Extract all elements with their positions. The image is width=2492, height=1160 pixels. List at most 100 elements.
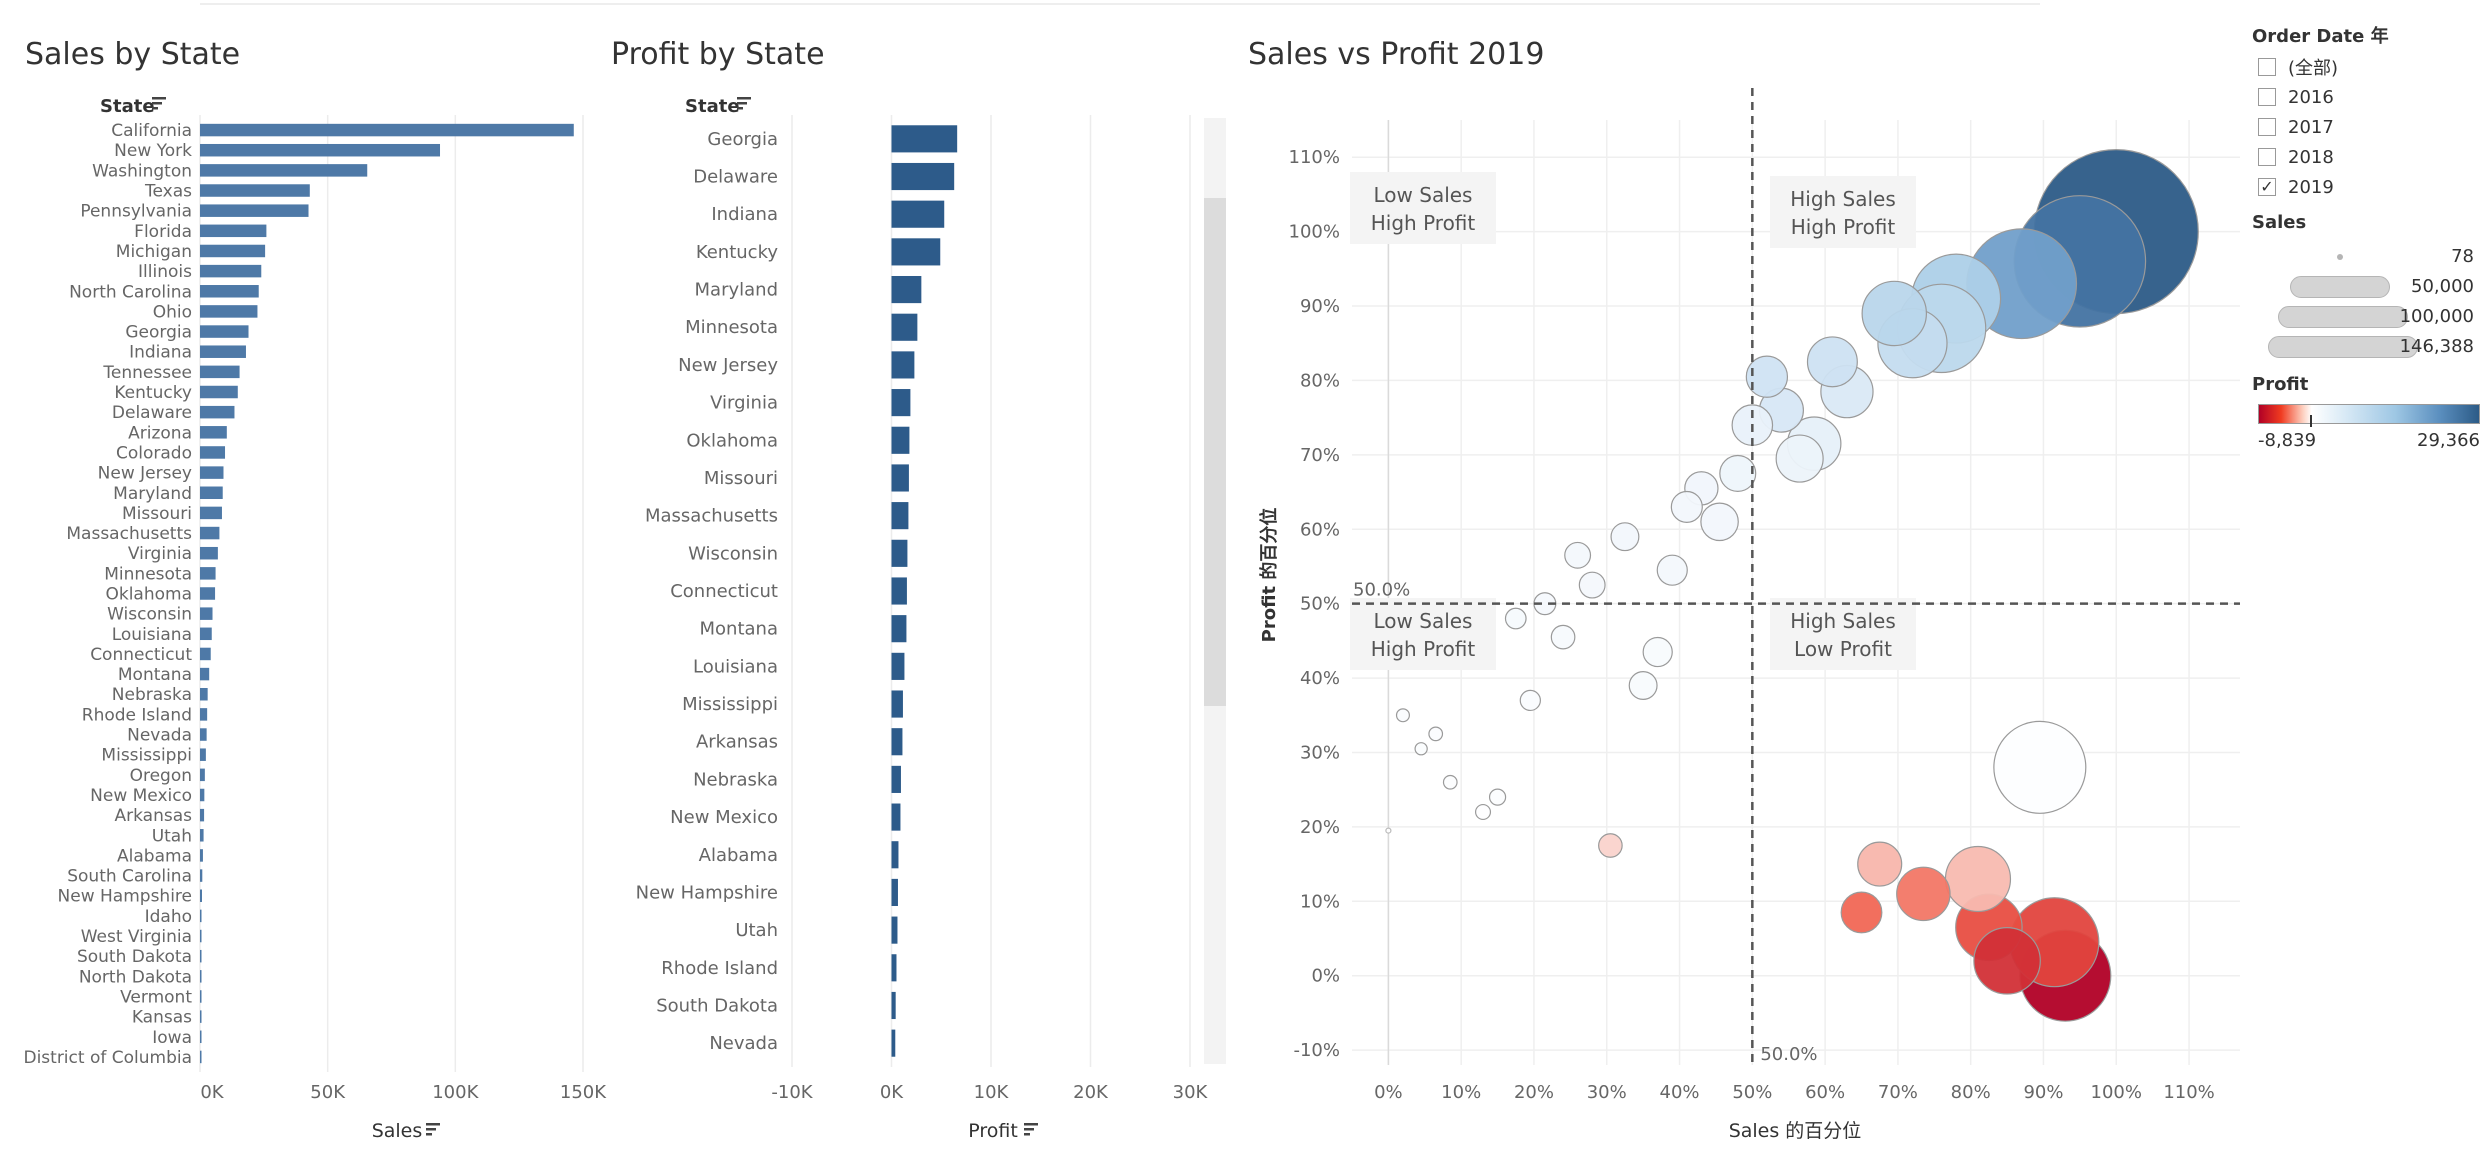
bar <box>891 200 945 228</box>
year-filter-label: 2019 <box>2288 176 2334 198</box>
category-label: Delaware <box>112 403 192 423</box>
checkbox-icon[interactable] <box>2258 148 2276 166</box>
bar <box>891 313 918 341</box>
sort-icon-bar <box>1024 1133 1030 1136</box>
bar <box>200 849 203 862</box>
order-date-filter: (全部) 2016 2017 2018 ✓ 2019 <box>2248 52 2488 202</box>
zero-marker <box>2310 415 2312 427</box>
bubble <box>1973 927 2041 995</box>
category-label: Alabama <box>117 846 192 866</box>
sort-icon[interactable] <box>152 97 166 110</box>
category-label: Indiana <box>711 204 778 225</box>
bar <box>891 125 958 153</box>
bar <box>200 224 267 238</box>
x-tick-label: -10K <box>771 1082 813 1103</box>
bubble <box>1488 788 1507 806</box>
category-label: Arizona <box>128 423 192 443</box>
bar <box>200 889 202 902</box>
bar <box>200 385 238 399</box>
year-filter-option[interactable]: ✓ 2019 <box>2258 172 2488 202</box>
x-tick-label: 0K <box>200 1082 224 1103</box>
category-label: North Dakota <box>79 967 192 987</box>
bar <box>200 1050 202 1064</box>
bar <box>200 829 204 842</box>
category-label: Nevada <box>709 1033 778 1054</box>
checkbox-icon[interactable] <box>2258 58 2276 76</box>
sort-icon[interactable] <box>1024 1123 1038 1136</box>
year-filter-option[interactable]: (全部) <box>2258 52 2488 82</box>
sort-icon-bar <box>152 107 158 110</box>
bubble <box>1474 803 1492 821</box>
year-filter-label: 2017 <box>2288 116 2334 138</box>
sort-icon-bar <box>152 102 162 105</box>
category-label: New York <box>114 141 192 161</box>
bar <box>200 869 203 882</box>
bar <box>200 506 222 520</box>
bubble <box>1840 891 1883 934</box>
checkbox-checked-icon[interactable]: ✓ <box>2258 178 2276 196</box>
y-tick-label: 80% <box>1300 370 1340 391</box>
bar <box>200 244 266 258</box>
checkbox-icon[interactable] <box>2258 88 2276 106</box>
bubble <box>1385 827 1392 834</box>
x-tick-label: 20% <box>1514 1082 1554 1103</box>
y-tick-label: 10% <box>1300 891 1340 912</box>
bubble <box>1504 607 1527 630</box>
bar <box>200 567 216 580</box>
quadrant-label: Low Sales <box>1374 609 1473 633</box>
scrollbar-thumb[interactable] <box>1204 198 1226 706</box>
chart-title: Sales by State <box>25 37 240 72</box>
x-tick-label: 10% <box>1441 1082 1481 1103</box>
bar <box>200 325 249 338</box>
x-tick-label: 60% <box>1805 1082 1845 1103</box>
sales-size-legend-row: 146,388 <box>2248 332 2488 362</box>
bar <box>200 748 206 761</box>
checkbox-icon[interactable] <box>2258 118 2276 136</box>
y-tick-label: 60% <box>1300 519 1340 540</box>
category-label: Illinois <box>138 262 192 282</box>
x-tick-label: 150K <box>560 1082 607 1103</box>
quadrant-label: Low Sales <box>1374 183 1473 207</box>
sort-icon-bar <box>1024 1123 1038 1126</box>
year-filter-option[interactable]: 2016 <box>2258 82 2488 112</box>
sales-size-legend-row: 100,000 <box>2248 302 2488 332</box>
sales-legend-title: Sales <box>2252 212 2307 233</box>
bubble <box>1598 833 1623 858</box>
sort-icon[interactable] <box>737 97 751 110</box>
bubble <box>1578 571 1606 599</box>
x-axis-title: Profit <box>968 1120 1018 1142</box>
year-filter-option[interactable]: 2018 <box>2258 142 2488 172</box>
year-filter-label: 2016 <box>2288 86 2334 108</box>
bar <box>200 647 211 661</box>
bar <box>200 305 258 318</box>
bubble <box>1861 280 1928 347</box>
reference-line-label: 50.0% <box>1760 1044 1817 1065</box>
bar <box>200 345 246 358</box>
x-tick-label: 40% <box>1660 1082 1700 1103</box>
category-label: Nevada <box>127 726 192 746</box>
bar <box>200 526 220 540</box>
quadrant-label-box <box>1350 172 1496 244</box>
sort-icon[interactable] <box>426 1123 440 1136</box>
x-tick-label: 0% <box>1374 1082 1403 1103</box>
x-tick-label: 30% <box>1587 1082 1627 1103</box>
bar <box>891 615 907 643</box>
bar <box>200 949 202 963</box>
category-label: Michigan <box>116 242 192 262</box>
category-label: Nebraska <box>112 685 192 705</box>
category-label: Louisiana <box>693 656 778 677</box>
bar <box>200 728 207 741</box>
sort-icon-bar <box>1024 1128 1034 1131</box>
x-tick-label: 50K <box>310 1082 346 1103</box>
sort-icon-bar <box>737 102 747 105</box>
y-tick-label: -10% <box>1293 1040 1340 1061</box>
category-label: Massachusetts <box>66 524 192 544</box>
year-filter-option[interactable]: 2017 <box>2258 112 2488 142</box>
category-label: Iowa <box>152 1028 192 1048</box>
category-label: Washington <box>92 161 192 181</box>
size-swatch-largest <box>2268 336 2418 358</box>
category-label: New Mexico <box>90 786 192 806</box>
category-label: Rhode Island <box>661 958 778 979</box>
bar <box>891 841 899 869</box>
category-label: Virginia <box>710 393 778 414</box>
